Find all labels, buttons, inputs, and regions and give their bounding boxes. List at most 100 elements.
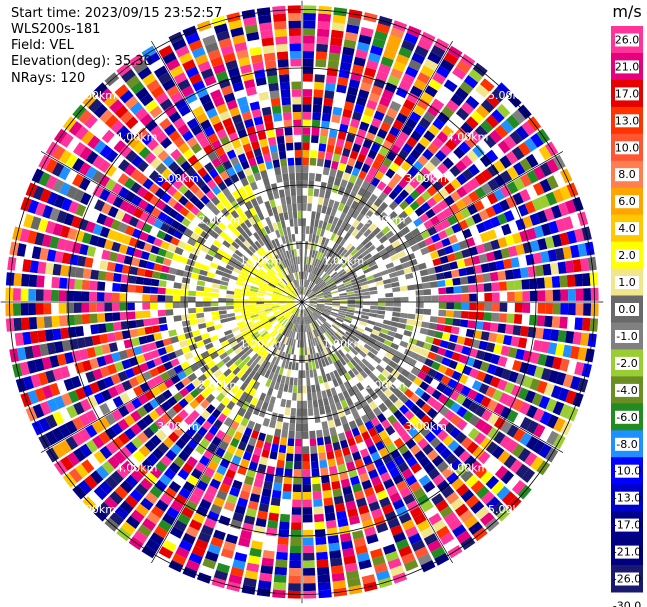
velocity-gate — [184, 393, 195, 404]
velocity-gate — [305, 288, 309, 296]
velocity-gate — [303, 66, 314, 75]
velocity-gate — [493, 174, 506, 188]
velocity-gate — [339, 259, 347, 267]
velocity-gate — [510, 384, 522, 397]
colorbar-tick-label: -2.0 — [616, 357, 637, 370]
velocity-gate — [313, 498, 323, 507]
velocity-gate — [401, 519, 415, 531]
velocity-gate — [281, 260, 287, 268]
velocity-gate — [389, 162, 400, 173]
velocity-gate — [278, 316, 285, 323]
velocity-gate — [533, 225, 545, 238]
velocity-gate — [469, 293, 477, 302]
velocity-gate — [56, 353, 67, 366]
velocity-gate — [283, 119, 293, 128]
velocity-gate — [397, 443, 409, 455]
velocity-gate — [428, 274, 438, 282]
velocity-gate — [452, 524, 467, 538]
velocity-gate — [207, 221, 217, 230]
velocity-gate — [268, 512, 279, 522]
colorbar-tick-bg — [615, 249, 639, 263]
velocity-gate — [196, 280, 206, 287]
velocity-gate — [287, 295, 295, 300]
velocity-gate — [190, 143, 202, 154]
velocity-gate — [215, 70, 229, 82]
velocity-gate — [178, 172, 190, 184]
velocity-gate — [170, 219, 181, 230]
velocity-gate — [318, 317, 325, 324]
velocity-gate — [427, 243, 437, 253]
velocity-gate — [335, 351, 342, 360]
velocity-gate — [289, 172, 296, 181]
velocity-gate — [444, 409, 456, 421]
velocity-gate — [471, 380, 483, 391]
velocity-gate — [368, 427, 378, 438]
velocity-gate — [128, 320, 137, 329]
velocity-gate — [199, 137, 211, 149]
velocity-gate — [390, 68, 404, 80]
velocity-gate — [241, 329, 250, 336]
velocity-gate — [456, 173, 468, 186]
velocity-gate — [101, 343, 111, 355]
velocity-gate — [497, 237, 508, 248]
velocity-gate — [241, 302, 249, 305]
velocity-gate — [293, 289, 298, 296]
velocity-gate — [322, 273, 329, 281]
velocity-gate — [385, 133, 397, 144]
velocity-gate — [278, 382, 285, 392]
velocity-gate — [352, 64, 364, 74]
velocity-gate — [256, 249, 264, 257]
velocity-gate — [429, 316, 439, 323]
velocity-gate — [403, 421, 414, 432]
velocity-gate — [216, 489, 228, 501]
velocity-gate — [201, 215, 212, 225]
velocity-gate — [243, 16, 257, 27]
velocity-gate — [410, 264, 420, 272]
velocity-gate — [524, 390, 536, 404]
velocity-gate — [262, 45, 275, 54]
velocity-gate — [81, 302, 90, 313]
velocity-gate — [292, 264, 296, 273]
velocity-gate — [495, 260, 505, 271]
velocity-gate — [288, 322, 293, 330]
velocity-gate — [281, 309, 289, 314]
colorbar-tick-label: -4.0 — [616, 384, 637, 397]
velocity-gate — [363, 253, 372, 261]
velocity-gate — [454, 251, 464, 260]
velocity-gate — [450, 93, 464, 107]
velocity-gate — [139, 477, 153, 491]
velocity-gate — [13, 288, 21, 301]
velocity-gate — [230, 385, 240, 394]
velocity-gate — [28, 317, 38, 330]
velocity-gate — [285, 321, 291, 329]
velocity-gate — [455, 483, 470, 497]
velocity-gate — [65, 153, 79, 168]
velocity-gate — [328, 465, 338, 475]
velocity-gate — [345, 93, 357, 104]
velocity-gate — [314, 74, 325, 83]
velocity-gate — [271, 300, 280, 302]
velocity-gate — [242, 286, 251, 291]
velocity-gate — [283, 181, 290, 190]
velocity-gate — [259, 572, 273, 582]
velocity-gate — [306, 308, 311, 315]
velocity-gate — [219, 285, 228, 290]
velocity-gate — [414, 142, 426, 154]
velocity-gate — [241, 307, 250, 312]
velocity-gate — [136, 127, 149, 140]
velocity-gate — [254, 275, 263, 282]
velocity-gate — [460, 436, 473, 449]
velocity-gate — [485, 149, 499, 163]
velocity-gate — [420, 348, 430, 358]
velocity-gate — [121, 234, 132, 245]
velocity-gate — [283, 311, 291, 317]
velocity-gate — [58, 303, 67, 314]
velocity-gate — [518, 142, 531, 157]
velocity-gate — [265, 353, 272, 362]
velocity-gate — [418, 117, 431, 130]
velocity-gate — [150, 466, 163, 479]
velocity-gate — [225, 469, 236, 480]
velocity-gate — [261, 279, 269, 285]
velocity-gate — [356, 96, 367, 107]
velocity-gate — [207, 543, 222, 555]
